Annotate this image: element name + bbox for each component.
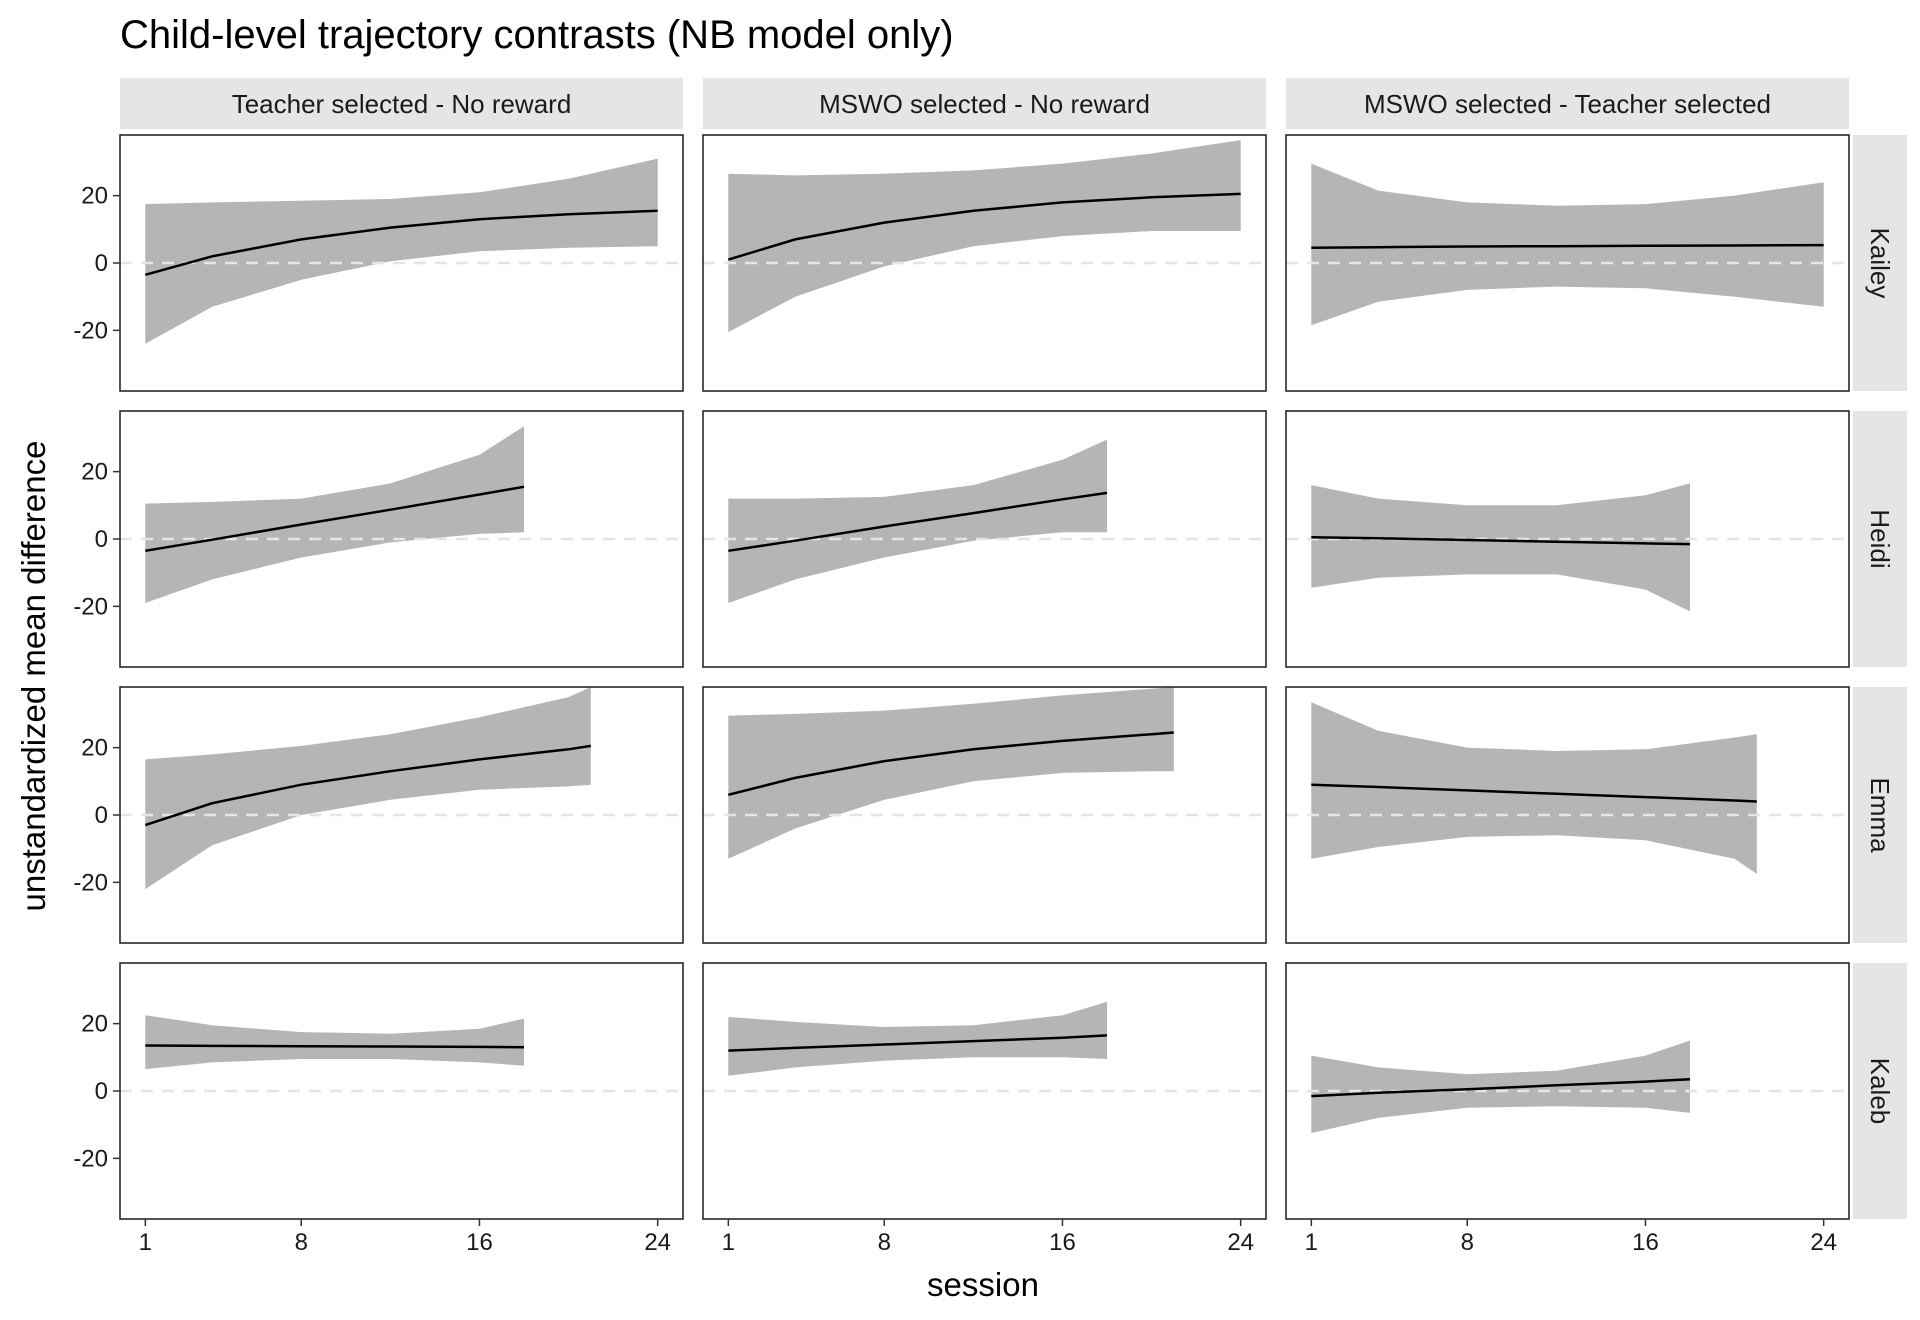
x-tick-label: 1	[722, 1229, 735, 1256]
facet-grid: Teacher selected - No reward MSWO selecte…	[73, 78, 1907, 1256]
facet-panel	[1285, 962, 1850, 1220]
y-tick-label: 20	[81, 735, 108, 762]
x-tick-label: 24	[644, 1229, 671, 1256]
confidence-band	[1311, 702, 1757, 874]
panel-border	[702, 134, 1267, 392]
facet-panel	[702, 134, 1267, 392]
row-strip-label: Kaleb	[1865, 1058, 1895, 1125]
row-strip	[1853, 687, 1907, 943]
confidence-band	[145, 426, 525, 603]
y-tick-label: 20	[81, 183, 108, 210]
column-strip-label: MSWO selected - Teacher selected	[1364, 89, 1771, 119]
column-strip-label: Teacher selected - No reward	[232, 89, 572, 119]
row-strip	[1853, 135, 1907, 391]
y-tick-label: 0	[95, 250, 108, 277]
x-tick-label: 24	[1810, 1229, 1837, 1256]
confidence-band	[145, 687, 591, 890]
confidence-band	[728, 140, 1241, 333]
y-tick-label: -20	[73, 1145, 108, 1172]
confidence-band	[145, 158, 658, 344]
facet-panel	[702, 686, 1267, 944]
y-tick-label: 20	[81, 1011, 108, 1038]
estimate-line	[145, 485, 525, 553]
panel-border	[1285, 962, 1850, 1220]
confidence-band	[145, 1015, 525, 1070]
facet-panel	[702, 962, 1267, 1220]
row-strip-label: Heidi	[1865, 509, 1895, 568]
estimate-line	[728, 1034, 1108, 1052]
confidence-band	[1311, 483, 1690, 612]
estimate-line	[727, 192, 1241, 261]
confidence-band	[728, 687, 1174, 859]
estimate-line	[1311, 243, 1824, 250]
confidence-band	[1311, 163, 1824, 326]
row-strip	[1853, 411, 1907, 667]
x-tick-label: 16	[1049, 1229, 1076, 1256]
panel-border	[702, 686, 1267, 944]
row-strip	[1853, 963, 1907, 1219]
facet-panel	[119, 686, 684, 944]
panel-border	[702, 410, 1267, 668]
x-tick-label: 8	[1461, 1229, 1474, 1256]
facet-panel	[119, 410, 684, 668]
x-tick-label: 1	[139, 1229, 152, 1256]
facet-panel	[119, 134, 684, 392]
y-tick-label: 20	[81, 459, 108, 486]
column-strip	[120, 78, 683, 129]
facet-panel	[702, 410, 1267, 668]
y-tick-label: -20	[73, 317, 108, 344]
facet-panel	[119, 962, 684, 1220]
column-strip	[1286, 78, 1849, 129]
column-strip	[703, 78, 1266, 129]
x-tick-label: 24	[1227, 1229, 1254, 1256]
row-strip-label: Emma	[1865, 777, 1895, 853]
x-tick-label: 1	[1305, 1229, 1318, 1256]
facet-panel	[1285, 410, 1850, 668]
panel-border	[702, 962, 1267, 1220]
x-tick-label: 16	[466, 1229, 493, 1256]
facet-panel	[1285, 686, 1850, 944]
x-axis-title: session	[927, 1266, 1039, 1303]
panel-border	[1285, 134, 1850, 392]
y-tick-label: 0	[95, 1078, 108, 1105]
x-tick-label: 8	[878, 1229, 891, 1256]
y-tick-label: 0	[95, 526, 108, 553]
x-tick-label: 16	[1632, 1229, 1659, 1256]
panel-border	[1285, 410, 1850, 668]
row-strip-label: Kailey	[1865, 228, 1895, 299]
estimate-line	[145, 1044, 525, 1049]
x-tick-label: 8	[295, 1229, 308, 1256]
estimate-line	[727, 731, 1174, 797]
estimate-line	[144, 744, 591, 827]
chart-title: Child-level trajectory contrasts (NB mod…	[120, 13, 954, 57]
estimate-line	[728, 491, 1108, 553]
estimate-line	[1311, 536, 1691, 546]
column-strip-label: MSWO selected - No reward	[819, 89, 1150, 119]
estimate-line	[1311, 783, 1757, 803]
y-tick-label: 0	[95, 802, 108, 829]
estimate-line	[144, 209, 658, 277]
y-tick-label: -20	[73, 869, 108, 896]
estimate-line	[1311, 1077, 1691, 1098]
y-axis-title: unstandardized mean difference	[15, 441, 52, 912]
confidence-band	[728, 1001, 1107, 1076]
panel-border	[1285, 686, 1850, 944]
facet-panel	[1285, 134, 1850, 392]
y-tick-label: -20	[73, 593, 108, 620]
